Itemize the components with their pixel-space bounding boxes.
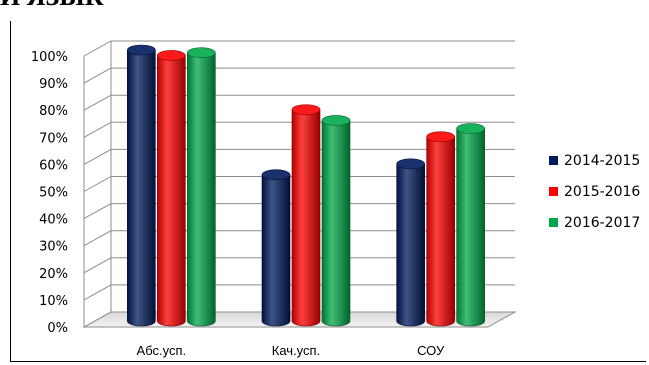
- chart-labels: 0% 10% 20% 30% 40% 50% 60% 70% 80% 90% 100% Абс.усп…: [31, 50, 445, 358]
- gridline-side: [83, 311, 112, 328]
- bar-2015-2016-Абс.усп.: [157, 50, 186, 327]
- gridline-side: [83, 176, 112, 192]
- bar-2014-2015-Кач.усп.: [261, 169, 291, 327]
- y-tick-label: 60%: [39, 158, 68, 173]
- gridline-side: [83, 67, 112, 84]
- legend-swatch: [549, 218, 558, 227]
- y-tick-label: 80%: [39, 104, 68, 119]
- bar-2016-2017-Кач.усп.: [321, 115, 351, 327]
- chart-legend: 2014-2015 2015-2016 2016-2017: [549, 153, 640, 231]
- chart-frame: [10, 21, 646, 362]
- bar-2016-2017-СОУ: [456, 123, 485, 327]
- legend-label: 2014-2015: [564, 153, 640, 169]
- gridline-side: [83, 284, 112, 301]
- bar-2014-2015-Абс.усп.: [127, 44, 156, 327]
- page-heading-fragment: Й ЯЗЫК: [0, 0, 104, 10]
- x-category-label: Абс.усп.: [137, 343, 187, 358]
- y-tick-label: 30%: [39, 240, 68, 255]
- gridline-side: [83, 94, 112, 111]
- gridline-side: [83, 257, 112, 274]
- bar-2014-2015-СОУ: [396, 158, 425, 327]
- y-tick-label: 10%: [39, 294, 68, 309]
- y-tick-label: 70%: [39, 131, 68, 146]
- legend-swatch: [549, 187, 558, 196]
- legend-swatch: [549, 156, 558, 165]
- x-category-label: Кач.усп.: [272, 343, 320, 358]
- x-category-label: СОУ: [417, 343, 445, 358]
- legend-label: 2016-2017: [564, 215, 640, 231]
- gridline-side: [83, 148, 112, 165]
- y-tick-label: 40%: [39, 213, 68, 228]
- bar-2016-2017-Абс.усп.: [187, 47, 216, 327]
- y-tick-label: 50%: [39, 186, 68, 201]
- bar-2015-2016-Кач.усп.: [291, 104, 321, 327]
- y-tick-label: 0%: [47, 321, 68, 336]
- y-tick-label: 90%: [39, 77, 68, 92]
- bar-2015-2016-СОУ: [426, 131, 455, 327]
- chart-bars: [127, 44, 485, 327]
- gridline-side: [83, 121, 112, 138]
- gridline-side: [83, 203, 112, 220]
- gridline-side: [83, 230, 112, 247]
- y-tick-label: 100%: [31, 50, 68, 65]
- gridline-side: [83, 40, 112, 57]
- y-tick-label: 20%: [39, 267, 68, 282]
- legend-label: 2015-2016: [564, 184, 640, 200]
